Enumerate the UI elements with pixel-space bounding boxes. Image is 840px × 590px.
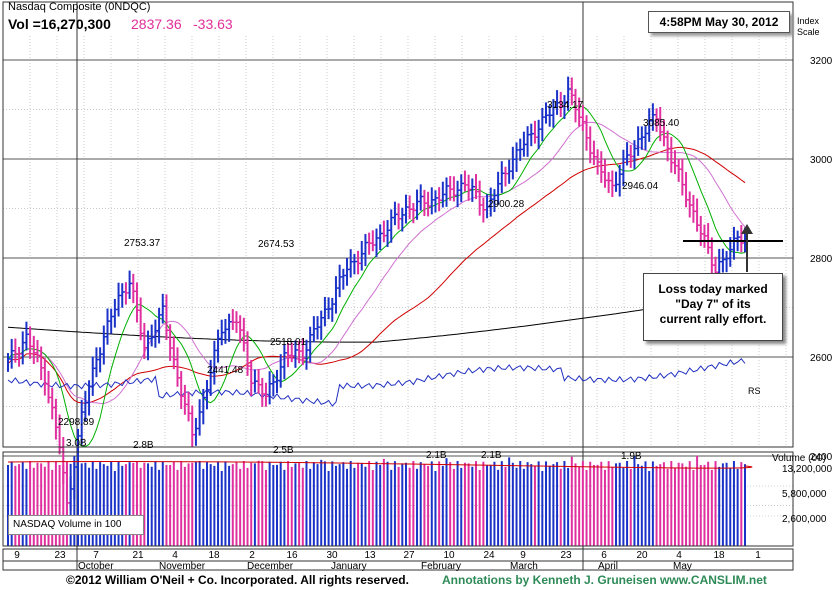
price-tick-label: 2600	[810, 353, 833, 364]
x-tick-label: 4	[676, 550, 682, 561]
change-readout: -33.63	[193, 16, 233, 32]
x-tick-label: 23	[560, 550, 572, 561]
index-scale-label: Index Scale	[797, 16, 820, 38]
price-bars	[7, 76, 748, 516]
x-tick-label: 18	[208, 550, 220, 561]
price-annotation: 2900.28	[488, 199, 525, 210]
x-tick-label: 9	[520, 550, 526, 561]
rs-line	[7, 357, 746, 407]
x-tick-label: 27	[403, 550, 415, 561]
volume-ma-line	[7, 460, 753, 469]
x-month-label: October	[78, 561, 114, 572]
x-tick-label: 23	[54, 550, 66, 561]
x-tick-label: 6	[601, 550, 607, 561]
volume-annotation: 3.0B	[66, 438, 87, 449]
x-tick-label: 16	[286, 550, 298, 561]
callout-line3: current rally effort.	[659, 312, 767, 326]
x-tick-label: 2	[249, 550, 255, 561]
x-month-label: April	[598, 561, 618, 572]
scale-label-line1: Index	[797, 16, 820, 26]
price-annotation: 2753.37	[124, 238, 161, 249]
price-panel-frame	[2, 1, 794, 448]
copyright-text: ©2012 William O'Neil + Co. Incorporated.…	[66, 573, 409, 587]
x-month-label: May	[673, 561, 692, 572]
volume-readout: Vol =16,270,300	[8, 16, 111, 32]
x-axis-frame	[2, 548, 794, 571]
volume-tick-label: 13,200,000	[782, 464, 832, 475]
x-tick-label: 24	[483, 550, 495, 561]
volume-tick-label: 2,600,000	[782, 514, 827, 525]
rs-path	[7, 357, 746, 407]
x-month-label: January	[331, 561, 367, 572]
x-tick-label: 9	[14, 550, 20, 561]
callout-arrow	[683, 224, 783, 272]
scale-label-line2: Scale	[797, 27, 820, 37]
price-readout: 2837.36	[131, 16, 182, 32]
callout-box: Loss today marked "Day 7" of its current…	[643, 273, 783, 341]
x-month-label: December	[247, 561, 294, 572]
price-annotation: 2674.53	[258, 239, 295, 250]
x-tick-label: 7	[93, 550, 99, 561]
price-tick-label: 2400	[810, 452, 833, 463]
volume-axis-title: Volume (00)	[772, 453, 826, 464]
price-annotation: 2518.01	[270, 337, 307, 348]
x-tick-label: 18	[713, 550, 725, 561]
x-tick-label: 4	[172, 550, 178, 561]
volume-annotation: 2.1B	[481, 450, 502, 461]
ma200-line	[7, 294, 746, 343]
volume-annotation: 1.9B	[621, 451, 642, 462]
ma200-path	[7, 294, 746, 343]
callout-line1: Loss today marked	[658, 282, 768, 296]
price-annotation: 2946.04	[622, 181, 659, 192]
volume-legend: NASDAQ Volume in 100	[8, 515, 144, 535]
x-tick-label: 20	[636, 550, 648, 561]
price-annotation: 3134.17	[547, 100, 584, 111]
ma21-path	[7, 121, 746, 405]
x-month-label: November	[159, 561, 206, 572]
x-tick-label: 10	[443, 550, 455, 561]
arrow-head	[741, 224, 753, 234]
x-tick-label: 30	[326, 550, 338, 561]
annotation-credit: Annotations by Kenneth J. Gruneisen www.…	[442, 573, 767, 587]
ma21-line	[7, 121, 746, 405]
price-tick-label: 3200	[810, 56, 833, 67]
volume-annotation: 2.5B	[273, 445, 294, 456]
timestamp-box: 4:58PM May 30, 2012	[648, 11, 790, 33]
price-annotations: 3134.17 3085.40 2753.37 2674.53 2900.28 2946.…	[58, 100, 680, 462]
chart-title: Nasdaq Composite (0NDQC)	[8, 1, 151, 13]
price-tick-label: 2800	[810, 254, 833, 265]
price-tick-label: 3000	[810, 155, 833, 166]
price-annotation: 2441.48	[207, 365, 244, 376]
volume-annotation: 2.1B	[426, 450, 447, 461]
volume-panel-frame	[2, 451, 794, 547]
x-tick-label: 1	[755, 550, 761, 561]
price-annotation: 2298.89	[58, 417, 95, 428]
price-annotation: 3085.40	[643, 118, 680, 129]
x-month-label: March	[510, 561, 538, 572]
callout-line2: "Day 7" of its	[675, 297, 751, 311]
x-month-label: February	[421, 561, 461, 572]
volume-annotation: 2.8B	[133, 440, 154, 451]
x-tick-label: 13	[364, 550, 376, 561]
x-tick-label: 21	[132, 550, 144, 561]
volume-ma-path	[7, 460, 753, 469]
rs-label: RS	[748, 386, 761, 396]
axes	[2, 1, 794, 571]
volume-tick-label: 5,800,000	[782, 489, 827, 500]
